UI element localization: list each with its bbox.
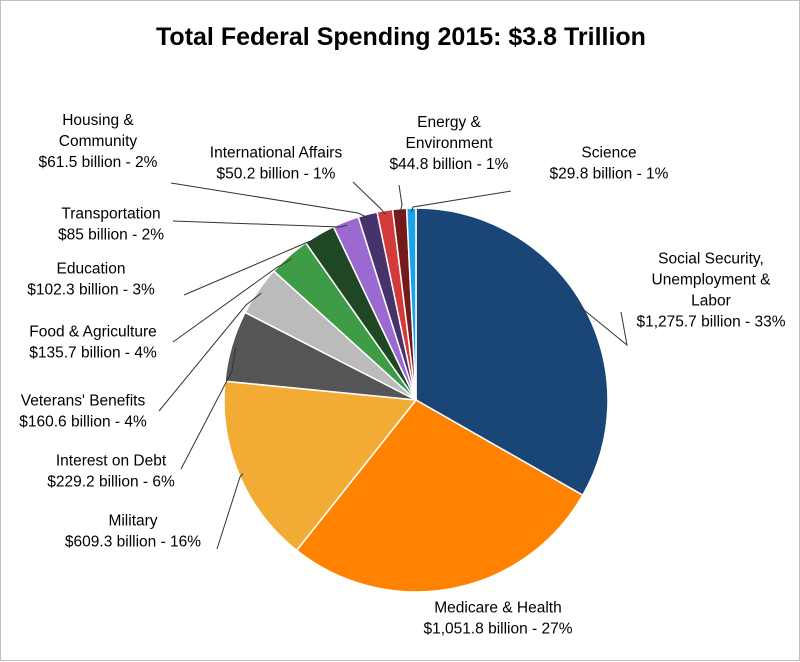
leader-line-science [410,190,512,213]
slice-label-line: $160.6 billion - 4% [19,414,147,431]
slice-label-line: $229.2 billion - 6% [47,474,175,491]
slice-label-line: Medicare & Health [434,600,562,617]
slice-label-line: Environment [405,135,493,152]
slice-label-line: Unemployment & [652,272,772,289]
pie-slice-medicare-health [295,399,584,593]
slice-label-line: Social Security, [658,251,764,268]
slice-label-international-affairs: International Affairs $50.2 billion - 1% [210,145,343,183]
leader-line-energy-environment [398,184,403,213]
pie-slice-military [223,380,418,552]
slice-label-line: Housing & [62,112,134,129]
chart-title: Total Federal Spending 2015: $3.8 Trilli… [156,23,646,51]
leader-line-military [216,473,244,550]
slice-label-line: Education [57,261,126,278]
leader-line-housing-community [170,182,369,219]
slice-label-line: Military [108,513,157,530]
slice-label-social-security-unemployment-labor: Social Security, Unemployment & Labor $1,27… [636,251,785,331]
slice-labels: Social Security, Unemployment & Labor $1,27… [19,112,786,638]
slice-label-line: Interest on Debt [56,453,167,470]
slice-label-line: Community [59,133,138,150]
leader-line-international-affairs [352,181,386,215]
slice-label-line: Veterans' Benefits [21,393,146,410]
slice-label-line: $61.5 billion - 2% [39,154,158,171]
slice-label-line: International Affairs [210,145,343,162]
slice-label-line: $102.3 billion - 3% [27,282,155,299]
slice-label-line: $135.7 billion - 4% [29,345,157,362]
leader-line-transportation [172,220,348,228]
slice-label-line: $44.8 billion - 1% [390,156,509,173]
slice-label-housing-community: Housing & Community $61.5 billion - 2% [39,112,158,171]
slice-label-transportation: Transportation $85 billion - 2% [58,206,164,244]
pie-slices [223,207,609,593]
slice-label-line: Transportation [61,206,160,223]
slice-label-line: $1,275.7 billion - 33% [636,314,785,331]
slice-label-line: Labor [691,293,731,310]
slice-label-line: Science [581,145,636,162]
slice-label-line: Food & Agriculture [29,324,157,341]
slice-label-medicare-health: Medicare & Health $1,051.8 billion - 27% [423,600,572,638]
slice-label-line: $50.2 billion - 1% [217,166,336,183]
slice-label-line: Energy & [417,114,481,131]
slice-label-energy-environment: Energy & Environment $44.8 billion - 1% [390,114,509,173]
slice-label-veterans-benefits: Veterans' Benefits $160.6 billion - 4% [19,393,147,431]
leader-line-social-security-unemployment-labor [578,305,628,347]
leader-line-interest-on-debt [180,346,237,470]
leader-line-veterans-benefits [158,292,262,412]
pie-slice-science [405,207,417,401]
slice-label-education: Education $102.3 billion - 3% [27,261,155,299]
slice-label-interest-on-debt: Interest on Debt $229.2 billion - 6% [47,453,175,491]
slice-label-science: Science $29.8 billion - 1% [550,145,669,183]
slice-label-military: Military $609.3 billion - 16% [65,513,201,551]
slice-label-food-agriculture: Food & Agriculture $135.7 billion - 4% [29,324,157,362]
slice-label-line: $1,051.8 billion - 27% [423,621,572,638]
leader-line-food-agriculture [172,258,292,343]
slice-label-line: $85 billion - 2% [58,227,164,244]
leader-line-education [183,237,322,296]
slice-label-line: $29.8 billion - 1% [550,166,669,183]
pie-slice-social-security-unemployment-labor [415,207,609,497]
slice-label-line: $609.3 billion - 16% [65,534,201,551]
leader-lines [158,181,628,550]
